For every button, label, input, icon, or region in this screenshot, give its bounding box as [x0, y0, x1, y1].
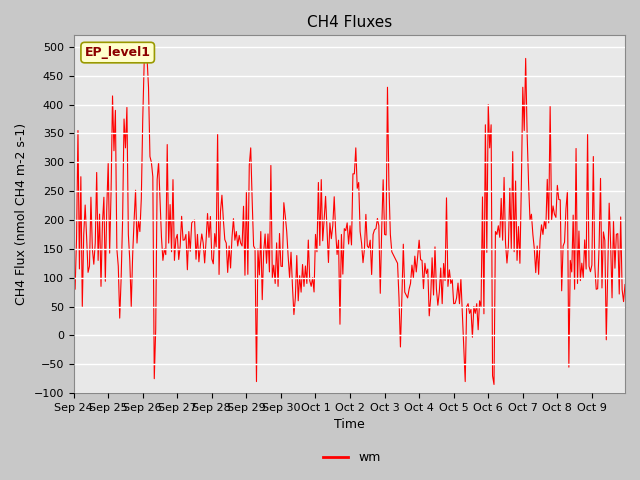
Y-axis label: CH4 Flux (nmol CH4 m-2 s-1): CH4 Flux (nmol CH4 m-2 s-1) — [15, 123, 28, 305]
Title: CH4 Fluxes: CH4 Fluxes — [307, 15, 392, 30]
Text: EP_level1: EP_level1 — [84, 46, 150, 59]
X-axis label: Time: Time — [334, 419, 365, 432]
Legend: wm: wm — [318, 446, 386, 469]
